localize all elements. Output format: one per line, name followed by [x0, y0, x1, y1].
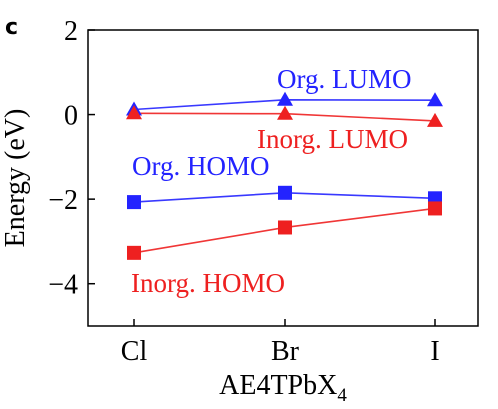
data-point-inorg-homo: [278, 220, 292, 235]
y-axis: 2 0 −2 −4: [48, 16, 95, 301]
series-label-inorg-lumo: Inorg. LUMO: [257, 124, 408, 154]
data-point-inorg-lumo: [277, 105, 293, 120]
series-label-org-homo: Org. HOMO: [132, 151, 270, 181]
data-point-inorg-homo: [428, 201, 442, 216]
data-point-org-homo: [127, 195, 141, 210]
data-point-org-homo: [278, 185, 292, 200]
data-point-inorg-lumo: [126, 105, 142, 120]
y-tick-label: 0: [64, 101, 78, 132]
y-tick-label: 2: [64, 16, 78, 47]
data-point-org-lumo: [277, 91, 293, 106]
panel-label: c: [5, 15, 18, 40]
series-label-inorg-homo: Inorg. HOMO: [131, 268, 285, 298]
x-axis: Cl Br I: [121, 319, 440, 367]
series-label-org-lumo: Org. LUMO: [277, 64, 412, 94]
y-tick-label: −4: [48, 270, 78, 301]
y-axis-label: Energy (eV): [0, 109, 31, 248]
x-axis-label-subscript: 4: [337, 385, 347, 406]
x-tick-label: Br: [271, 336, 300, 367]
x-axis-label-main: AE4TPbX: [219, 370, 337, 401]
data-point-org-lumo: [427, 92, 443, 107]
x-tick-label: I: [430, 336, 439, 367]
x-axis-label: AE4TPbX4: [219, 370, 347, 406]
series-markers: [126, 91, 443, 260]
data-point-inorg-homo: [127, 245, 141, 260]
plot-frame: [87, 29, 479, 327]
x-tick-label: Cl: [121, 336, 148, 367]
y-tick-label: −2: [48, 185, 78, 216]
data-point-inorg-lumo: [427, 112, 443, 127]
